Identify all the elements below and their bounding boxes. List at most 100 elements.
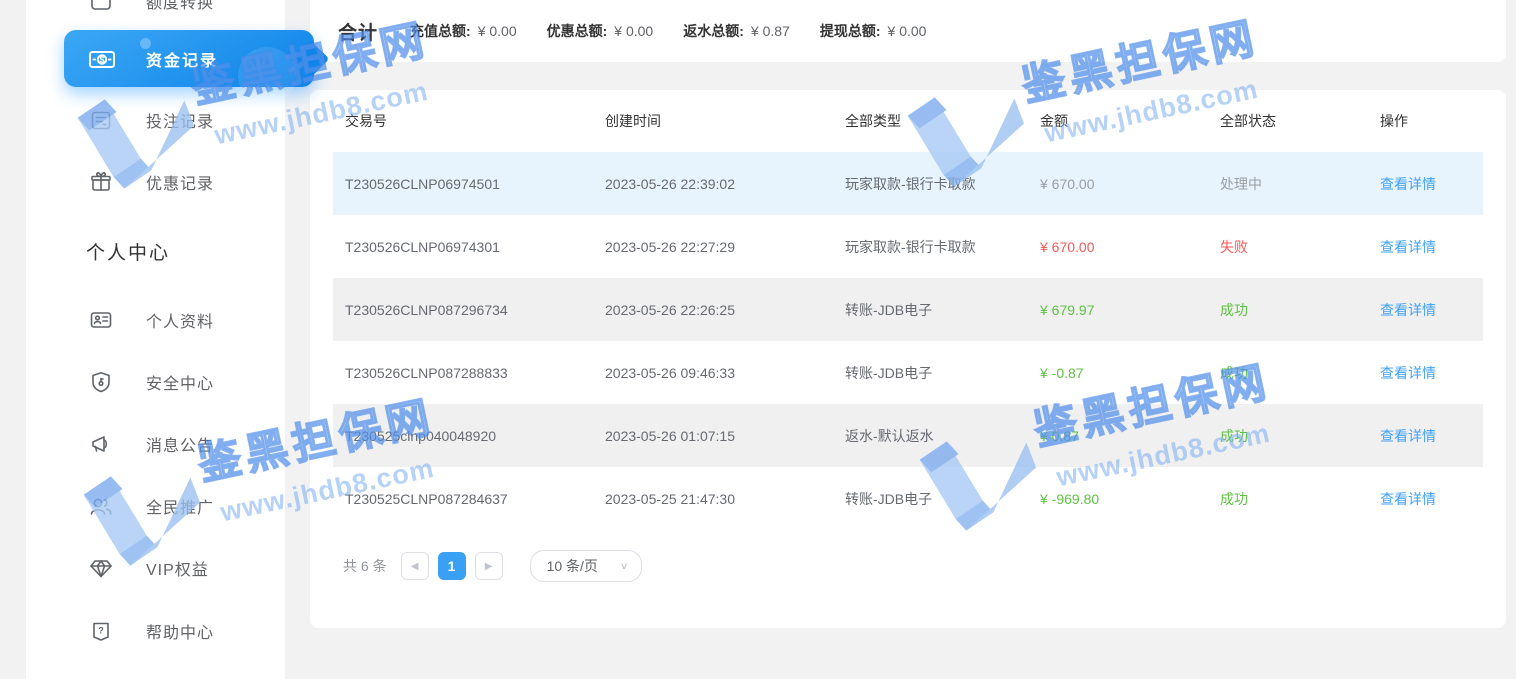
sidebar-item-vip[interactable]: VIP权益 <box>26 538 285 598</box>
cell-type: 转账-JDB电子 <box>833 489 1028 509</box>
prev-icon: ◀ <box>411 561 419 572</box>
sidebar-item-label: VIP权益 <box>146 556 209 580</box>
status-badge: 成功 <box>1208 300 1368 320</box>
cell-transaction-id: T230525CLNP087284637 <box>333 491 593 507</box>
table-row: T230526CLNP087296734 2023-05-26 22:26:25… <box>333 278 1483 341</box>
sidebar-item-label: 安全中心 <box>146 370 214 394</box>
status-badge: 成功 <box>1208 426 1368 446</box>
sidebar-item-label: 优惠记录 <box>146 170 214 194</box>
sidebar-item-help[interactable]: ? 帮助中心 <box>26 601 285 661</box>
page-number-button[interactable]: 1 <box>438 552 466 580</box>
svg-text:$: $ <box>100 54 105 64</box>
summary-label: 优惠总额: <box>547 21 608 41</box>
cell-created-time: 2023-05-26 01:07:15 <box>593 428 833 444</box>
table-row: T230525clnp040048920 2023-05-26 01:07:15… <box>333 404 1483 467</box>
funds-record-card: 交易号 创建时间 全部类型 金额 全部状态 操作 T230526CLNP0697… <box>310 90 1506 628</box>
sidebar-item-promo-record[interactable]: 优惠记录 <box>26 152 285 212</box>
summary-withdraw-total: 提现总额: ¥ 0.00 <box>820 21 927 41</box>
cell-amount: ¥ 0.87 <box>1028 428 1208 444</box>
header-transaction-id: 交易号 <box>333 111 593 131</box>
diamond-icon <box>88 555 114 581</box>
summary-label: 提现总额: <box>820 21 881 41</box>
summary-value: ¥ 0.00 <box>478 23 517 39</box>
summary-value: ¥ 0.87 <box>751 23 790 39</box>
sidebar-item-label: 个人资料 <box>146 308 214 332</box>
cell-amount: ¥ 679.97 <box>1028 302 1208 318</box>
cell-created-time: 2023-05-26 09:46:33 <box>593 365 833 381</box>
view-details-link[interactable]: 查看详情 <box>1368 363 1483 383</box>
summary-label: 返水总额: <box>683 21 744 41</box>
table-row: T230525CLNP087284637 2023-05-25 21:47:30… <box>333 467 1483 530</box>
header-status-filter[interactable]: 全部状态 <box>1208 111 1368 131</box>
funds-table: 交易号 创建时间 全部类型 金额 全部状态 操作 T230526CLNP0697… <box>333 90 1483 582</box>
people-icon <box>88 493 114 519</box>
pagination: 共 6 条 ◀ 1 ▶ 10 条/页 ∨ <box>343 550 1483 582</box>
svg-text:?: ? <box>98 626 104 636</box>
money-record-icon: $ <box>88 47 116 71</box>
summary-value: ¥ 0.00 <box>888 23 927 39</box>
view-details-link[interactable]: 查看详情 <box>1368 489 1483 509</box>
view-details-link[interactable]: 查看详情 <box>1368 426 1483 446</box>
sidebar-item-label: 投注记录 <box>146 108 214 132</box>
summary-rebate-total: 返水总额: ¥ 0.87 <box>683 21 790 41</box>
cell-type: 返水-默认返水 <box>833 426 1028 446</box>
sidebar-item-label: 消息公告 <box>146 432 214 456</box>
header-amount: 金额 <box>1028 111 1208 131</box>
next-icon: ▶ <box>485 561 493 572</box>
sidebar-item-label: 额度转换 <box>146 0 214 13</box>
sidebar-item-label: 全民推广 <box>146 494 214 518</box>
sidebar-item-quota[interactable]: 额度转换 <box>26 0 285 31</box>
next-page-button[interactable]: ▶ <box>475 552 503 580</box>
status-badge: 成功 <box>1208 489 1368 509</box>
cell-transaction-id: T230525clnp040048920 <box>333 428 593 444</box>
shield-key-icon <box>88 369 114 395</box>
cell-transaction-id: T230526CLNP06974301 <box>333 239 593 255</box>
bet-record-icon <box>88 107 114 133</box>
cell-transaction-id: T230526CLNP06974501 <box>333 176 593 192</box>
header-action: 操作 <box>1368 111 1483 131</box>
status-badge: 处理中 <box>1208 174 1368 194</box>
prev-page-button[interactable]: ◀ <box>401 552 429 580</box>
view-details-link[interactable]: 查看详情 <box>1368 300 1483 320</box>
table-header-row: 交易号 创建时间 全部类型 金额 全部状态 操作 <box>333 90 1483 152</box>
wallet-icon <box>88 0 114 14</box>
chevron-down-icon: ∨ <box>620 560 629 571</box>
cell-type: 玩家取款-银行卡取款 <box>833 174 1028 194</box>
table-row: T230526CLNP06974301 2023-05-26 22:27:29 … <box>333 215 1483 278</box>
table-row: T230526CLNP087288833 2023-05-26 09:46:33… <box>333 341 1483 404</box>
gift-icon <box>88 169 114 195</box>
decor-bubble <box>238 47 296 105</box>
sidebar-item-security[interactable]: 安全中心 <box>26 352 285 412</box>
summary-bar: 合计 充值总额: ¥ 0.00 优惠总额: ¥ 0.00 返水总额: ¥ 0.8… <box>310 0 1506 62</box>
sidebar-item-label: 帮助中心 <box>146 619 214 643</box>
cell-transaction-id: T230526CLNP087296734 <box>333 302 593 318</box>
table-row: T230526CLNP06974501 2023-05-26 22:39:02 … <box>333 152 1483 215</box>
cell-created-time: 2023-05-26 22:26:25 <box>593 302 833 318</box>
status-badge: 成功 <box>1208 363 1368 383</box>
sidebar-item-announcements[interactable]: 消息公告 <box>26 414 285 474</box>
cell-transaction-id: T230526CLNP087288833 <box>333 365 593 381</box>
sidebar-item-bet-record[interactable]: 投注记录 <box>26 90 285 150</box>
summary-value: ¥ 0.00 <box>614 23 653 39</box>
sidebar: 额度转换 $ 资金记录 投注记录 优惠记录 个人中心 个 <box>26 0 285 679</box>
summary-title: 合计 <box>338 18 378 45</box>
id-card-icon <box>88 307 114 333</box>
cell-amount: ¥ -0.87 <box>1028 365 1208 381</box>
cell-created-time: 2023-05-26 22:39:02 <box>593 176 833 192</box>
view-details-link[interactable]: 查看详情 <box>1368 174 1483 194</box>
cell-type: 转账-JDB电子 <box>833 300 1028 320</box>
summary-deposit-total: 充值总额: ¥ 0.00 <box>410 21 517 41</box>
sidebar-item-referral[interactable]: 全民推广 <box>26 476 285 536</box>
page-size-select[interactable]: 10 条/页 ∨ <box>530 550 642 582</box>
cell-created-time: 2023-05-26 22:27:29 <box>593 239 833 255</box>
help-icon: ? <box>88 618 114 644</box>
cell-amount: ¥ 670.00 <box>1028 239 1208 255</box>
sidebar-item-label: 资金记录 <box>146 47 218 71</box>
header-type-filter[interactable]: 全部类型 <box>833 111 1028 131</box>
megaphone-icon <box>88 431 114 457</box>
page-size-value: 10 条/页 <box>547 556 598 576</box>
summary-promo-total: 优惠总额: ¥ 0.00 <box>547 21 654 41</box>
sidebar-item-profile[interactable]: 个人资料 <box>26 290 285 350</box>
sidebar-item-funds-record[interactable]: $ 资金记录 <box>64 30 314 87</box>
view-details-link[interactable]: 查看详情 <box>1368 237 1483 257</box>
